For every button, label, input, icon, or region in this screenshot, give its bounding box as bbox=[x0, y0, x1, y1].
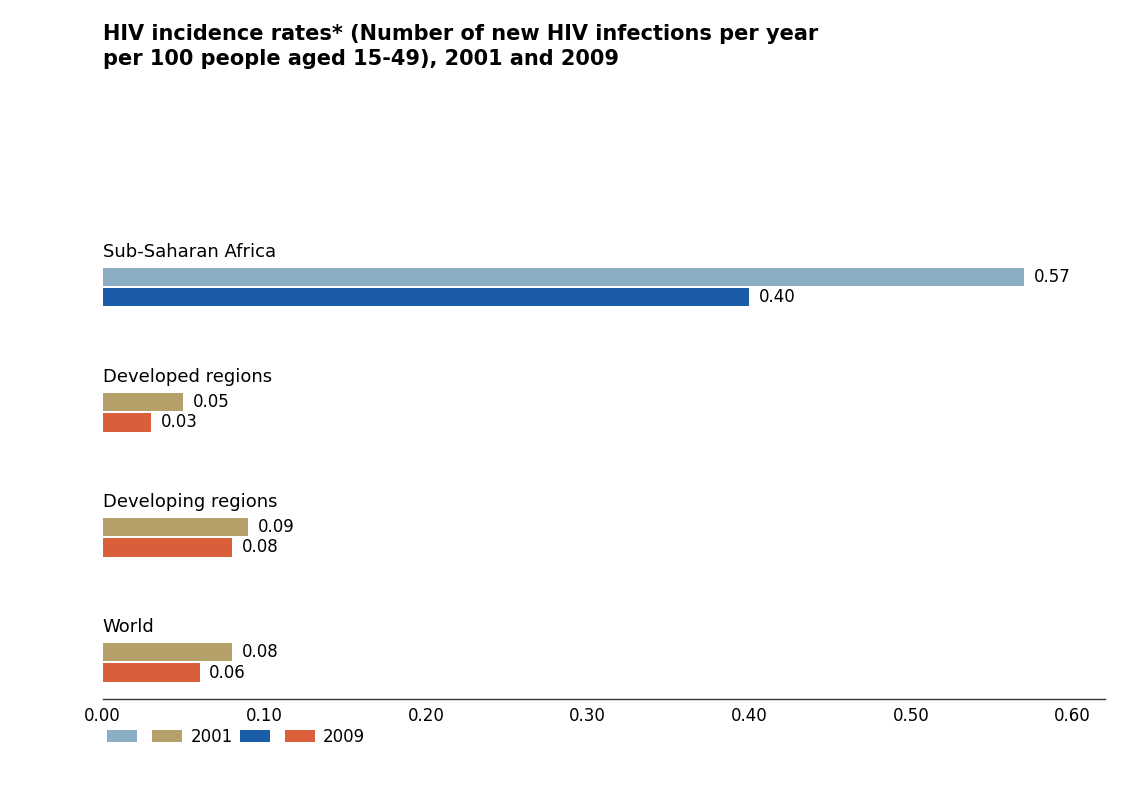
Text: Sub-Saharan Africa: Sub-Saharan Africa bbox=[103, 243, 276, 261]
Text: 0.08: 0.08 bbox=[241, 643, 278, 661]
Legend: , 2001, , 2009: , 2001, , 2009 bbox=[101, 721, 371, 753]
Text: 0.05: 0.05 bbox=[192, 393, 230, 411]
Text: 0.08: 0.08 bbox=[241, 538, 278, 557]
Text: 0.06: 0.06 bbox=[210, 664, 246, 681]
Text: 0.57: 0.57 bbox=[1034, 268, 1071, 286]
Bar bbox=[103, 664, 199, 682]
Text: World: World bbox=[103, 619, 154, 636]
Bar bbox=[103, 643, 232, 661]
Bar bbox=[103, 268, 1024, 286]
Bar bbox=[103, 393, 183, 411]
Bar bbox=[103, 538, 232, 557]
Text: 0.09: 0.09 bbox=[257, 518, 295, 536]
Text: Developed regions: Developed regions bbox=[103, 368, 271, 386]
Text: HIV incidence rates* (Number of new HIV infections per year
per 100 people aged : HIV incidence rates* (Number of new HIV … bbox=[103, 24, 818, 69]
Bar bbox=[103, 288, 749, 306]
Text: 0.40: 0.40 bbox=[759, 288, 796, 306]
Bar bbox=[103, 414, 151, 431]
Text: 0.03: 0.03 bbox=[161, 414, 197, 431]
Bar bbox=[103, 518, 248, 536]
Text: Developing regions: Developing regions bbox=[103, 493, 277, 511]
